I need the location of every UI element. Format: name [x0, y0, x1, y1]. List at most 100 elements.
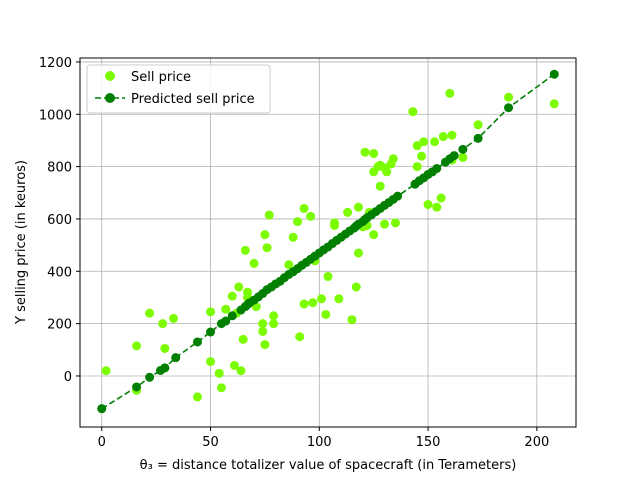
axis-ticks: 0 50 100 150 200 0 200 400 600 800 1000 1200 [39, 56, 549, 450]
sell-price-point [260, 230, 270, 240]
predicted-sell-price-point [221, 316, 231, 326]
sell-price-point [504, 92, 514, 102]
sell-price-point [306, 211, 316, 221]
sell-price-point [316, 294, 326, 304]
predicted-sell-price-point [145, 372, 155, 382]
sell-price-point [145, 308, 155, 318]
sell-price-point [308, 298, 318, 308]
sell-price-point [375, 181, 385, 191]
sell-price-point [353, 248, 363, 258]
sell-price-point [240, 245, 250, 255]
predicted-sell-price-point [393, 191, 403, 201]
sell-price-point [132, 341, 142, 351]
sell-price-point [216, 383, 226, 393]
sell-price-point [360, 147, 370, 157]
sell-price-point [432, 202, 442, 212]
sell-price-point [423, 200, 433, 210]
predicted-sell-price-point [458, 144, 468, 154]
y-tick-label: 600 [47, 213, 72, 228]
sell-price-point [169, 313, 179, 323]
sell-price-point [269, 311, 279, 321]
x-tick-label: 150 [416, 435, 441, 450]
sell-price-point [101, 366, 111, 376]
predicted-sell-price-point [97, 404, 107, 414]
y-tick-label: 1200 [39, 56, 72, 71]
sell-price-point [369, 149, 379, 159]
x-tick-label: 100 [307, 435, 332, 450]
y-tick-label: 1000 [39, 108, 72, 123]
sell-price-point [412, 141, 422, 151]
sell-price-point [438, 132, 448, 142]
sell-price-point [549, 99, 559, 109]
y-axis-label: Y selling price (in keuros) [14, 160, 29, 325]
legend-box [86, 64, 271, 114]
sell-price-point [473, 120, 483, 130]
y-tick-label: 400 [47, 265, 72, 280]
sell-price-point [408, 107, 418, 117]
sell-price-point [353, 202, 363, 212]
sell-price-point [417, 151, 427, 161]
sell-price-point [293, 217, 303, 227]
sell-price-point [288, 232, 298, 242]
sell-price-point [369, 230, 379, 240]
sell-price-point [390, 218, 400, 228]
predicted-sell-price-point [449, 151, 459, 161]
sell-price-point [260, 340, 270, 350]
sell-price-point [330, 220, 340, 230]
sell-price-point [206, 357, 216, 367]
predicted-sell-price-point [504, 103, 514, 113]
legend-sell-price-marker [105, 71, 115, 81]
sell-price-point [236, 366, 246, 376]
x-axis-label: θ₃ = distance totalizer value of spacecr… [140, 458, 517, 473]
sell-price-point [160, 343, 170, 353]
x-tick-label: 0 [98, 435, 106, 450]
sell-price-point [447, 130, 457, 140]
legend-predicted-marker [105, 93, 115, 103]
sell-price-point [284, 260, 294, 270]
predicted-sell-price-point [160, 363, 170, 373]
sell-price-point [249, 258, 259, 268]
sell-price-point [221, 304, 231, 314]
sell-price-point [321, 309, 331, 319]
predicted-sell-price-point [192, 337, 202, 347]
sell-price-point [436, 193, 446, 203]
sell-price-point [458, 152, 468, 162]
sell-price-point [262, 243, 272, 253]
predicted-sell-price-point [171, 353, 181, 363]
sell-price-point [227, 291, 237, 301]
plot-frame [79, 57, 577, 428]
sell-price-point [234, 282, 244, 292]
sell-price-point [299, 299, 309, 309]
grid-lines [80, 58, 576, 427]
sell-price-point [347, 315, 357, 325]
y-tick-label: 0 [64, 370, 72, 385]
predicted-sell-price-point [227, 311, 237, 321]
sell-price-point [382, 167, 392, 177]
sell-price-point [158, 319, 168, 329]
y-tick-label: 200 [47, 318, 72, 333]
sell-price-point [299, 203, 309, 213]
sell-price-point [388, 154, 398, 164]
predicted-sell-price-point [432, 163, 442, 173]
legend: Sell price Predicted sell price [86, 64, 271, 114]
sell-price-point [343, 207, 353, 217]
sell-price-point [192, 392, 202, 402]
x-tick-label: 50 [202, 435, 219, 450]
y-tick-label: 800 [47, 161, 72, 176]
sell-price-point [430, 137, 440, 147]
sell-price-point [334, 294, 344, 304]
predicted-sell-price-point [132, 382, 142, 392]
sell-price-point [445, 88, 455, 98]
sell-price-point [214, 368, 224, 378]
sell-price-point [238, 334, 248, 344]
sell-price-point [295, 332, 305, 342]
sell-price-point [380, 219, 390, 229]
sell-price-point [351, 282, 361, 292]
data-points-group [97, 69, 559, 414]
sell-price-point [269, 319, 279, 329]
sell-price-point [258, 326, 268, 336]
sell-price-point [419, 137, 429, 147]
predicted-sell-price-point [206, 327, 216, 337]
sell-price-point [206, 307, 216, 317]
